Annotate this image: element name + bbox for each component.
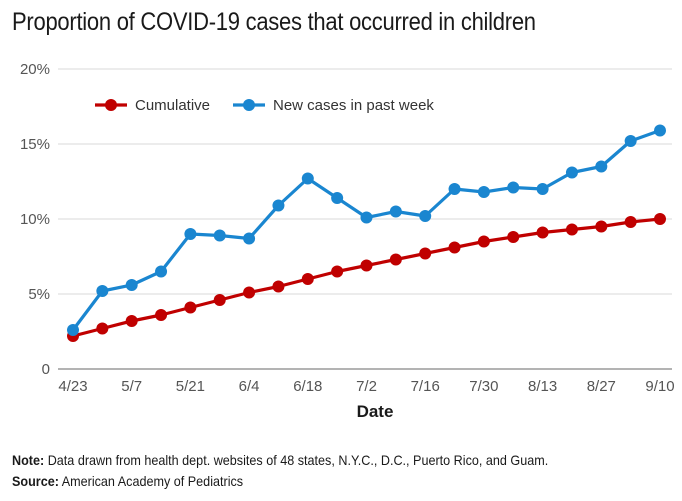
data-point bbox=[96, 285, 109, 297]
data-point bbox=[419, 210, 432, 222]
data-point bbox=[360, 211, 373, 224]
data-point bbox=[419, 247, 432, 260]
legend: Cumulative New cases in past week bbox=[95, 97, 434, 114]
data-point bbox=[477, 235, 490, 248]
note-label: Note: bbox=[12, 452, 45, 468]
data-point bbox=[477, 186, 490, 198]
x-tick-label: 8/13 bbox=[528, 378, 557, 395]
data-point bbox=[243, 286, 256, 299]
data-point bbox=[536, 183, 549, 195]
data-point bbox=[448, 241, 461, 254]
data-point bbox=[654, 124, 666, 137]
source-line: Source: American Academy of Pediatrics bbox=[12, 473, 243, 489]
data-point bbox=[565, 223, 578, 236]
data-point bbox=[213, 229, 226, 242]
data-point bbox=[184, 228, 197, 240]
data-point bbox=[624, 135, 637, 147]
y-tick-label: 15% bbox=[20, 136, 50, 153]
x-axis-ticks: 4/23 5/7 5/21 6/4 6/18 7/2 7/16 7/30 8/13 8/27 9/1… bbox=[58, 378, 674, 395]
x-tick-label: 5/7 bbox=[121, 378, 142, 395]
x-tick-label: 9/10 bbox=[645, 378, 674, 395]
data-point bbox=[448, 183, 461, 195]
data-point bbox=[595, 160, 608, 173]
y-tick-label: 5% bbox=[28, 286, 50, 303]
series-new-cases bbox=[67, 124, 666, 336]
y-tick-label: 10% bbox=[20, 211, 50, 228]
data-point bbox=[507, 231, 520, 243]
data-point bbox=[155, 309, 168, 321]
chart-title: Proportion of COVID-19 cases that occurr… bbox=[12, 8, 536, 36]
data-point bbox=[213, 294, 226, 306]
x-tick-label: 6/18 bbox=[293, 378, 322, 395]
data-point bbox=[272, 199, 285, 212]
line-chart: 0 5% 10% 15% 20% 4/23 5/7 5/21 6/4 6/18 7/2 7/16 7/… bbox=[20, 61, 675, 421]
data-point bbox=[536, 226, 549, 239]
data-point bbox=[565, 166, 578, 179]
legend-item: Cumulative bbox=[95, 97, 210, 114]
x-tick-label: 8/27 bbox=[587, 378, 616, 395]
data-point bbox=[67, 324, 79, 336]
legend-label: New cases in past week bbox=[273, 97, 434, 114]
data-point bbox=[272, 280, 285, 293]
x-tick-label: 7/30 bbox=[469, 378, 498, 395]
source-label: Source: bbox=[12, 473, 59, 489]
footnote: Note: Data drawn from health dept. websi… bbox=[12, 452, 548, 468]
legend-swatch-marker bbox=[105, 99, 117, 111]
legend-swatch-marker bbox=[243, 99, 255, 111]
data-point bbox=[184, 301, 197, 314]
series-group bbox=[67, 124, 666, 342]
data-point bbox=[155, 265, 168, 278]
data-point bbox=[243, 232, 256, 245]
x-tick-label: 4/23 bbox=[58, 378, 87, 395]
data-point bbox=[389, 253, 402, 266]
note-text: Data drawn from health dept. websites of… bbox=[44, 452, 549, 468]
data-point bbox=[331, 265, 344, 278]
legend-item: New cases in past week bbox=[233, 97, 434, 114]
data-point bbox=[125, 279, 138, 291]
y-tick-label: 0 bbox=[42, 361, 50, 378]
source-text: American Academy of Pediatrics bbox=[58, 473, 244, 489]
series-cumulative bbox=[67, 213, 666, 342]
data-point bbox=[301, 273, 314, 285]
legend-label: Cumulative bbox=[135, 97, 210, 114]
x-tick-label: 5/21 bbox=[176, 378, 205, 395]
data-point bbox=[389, 205, 402, 218]
data-point bbox=[624, 216, 637, 228]
y-axis-ticks: 0 5% 10% 15% 20% bbox=[20, 61, 50, 378]
data-point bbox=[301, 172, 314, 185]
data-point bbox=[507, 181, 520, 194]
data-point bbox=[595, 220, 608, 233]
y-tick-label: 20% bbox=[20, 61, 50, 78]
x-tick-label: 7/2 bbox=[356, 378, 377, 395]
data-point bbox=[360, 259, 373, 272]
x-tick-label: 7/16 bbox=[411, 378, 440, 395]
data-point bbox=[96, 322, 109, 335]
x-tick-label: 6/4 bbox=[239, 378, 260, 395]
data-point bbox=[125, 315, 138, 327]
x-axis-label: Date bbox=[357, 402, 394, 421]
data-point bbox=[654, 213, 666, 225]
data-point bbox=[331, 192, 344, 204]
